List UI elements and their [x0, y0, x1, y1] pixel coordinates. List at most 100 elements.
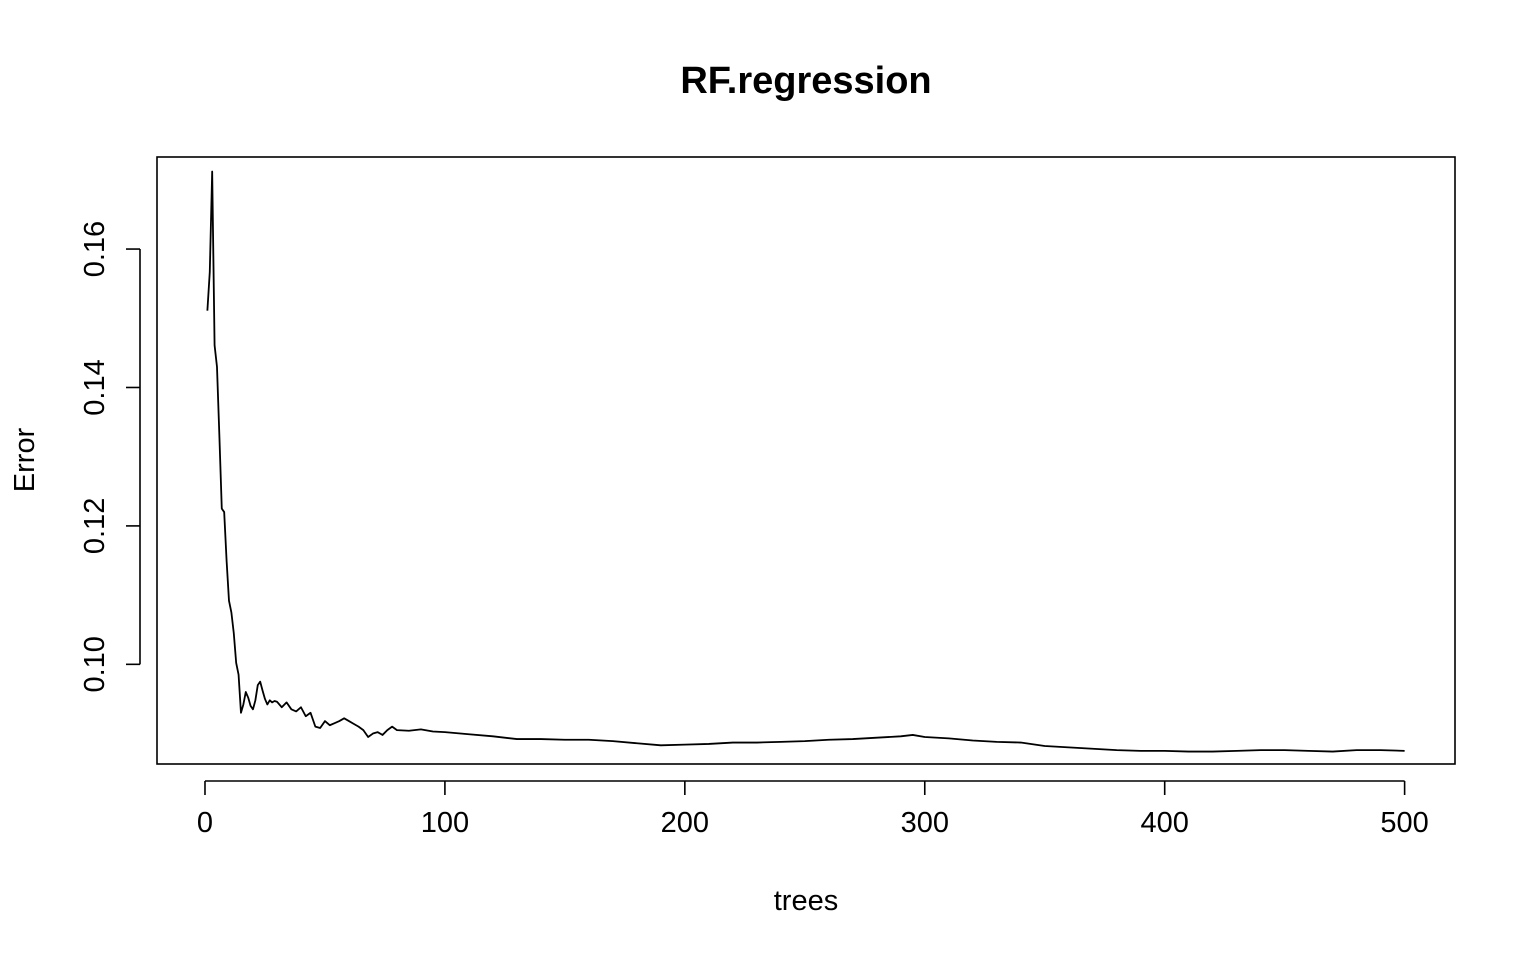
data-point: [1164, 750, 1166, 752]
data-point: [339, 720, 341, 722]
data-point: [564, 739, 566, 741]
data-point: [207, 310, 209, 312]
data-point: [1332, 751, 1334, 753]
x-tick-label: 200: [661, 807, 709, 839]
data-point: [708, 743, 710, 745]
x-axis: 0 100 200 300 400 500: [197, 780, 1429, 839]
data-point: [1116, 749, 1118, 751]
data-point: [269, 700, 271, 702]
data-point: [255, 700, 257, 702]
data-point: [367, 736, 369, 738]
data-point: [315, 726, 317, 728]
plot-frame: [156, 156, 1456, 765]
data-point: [492, 736, 494, 738]
y-tick-label: 0.14: [79, 359, 111, 415]
data-point: [262, 690, 264, 692]
data-point: [243, 704, 245, 706]
x-tick-label: 300: [901, 807, 949, 839]
data-point: [250, 705, 252, 707]
data-point: [214, 344, 216, 346]
data-point: [231, 612, 233, 614]
data-point: [259, 681, 261, 683]
data-point: [319, 727, 321, 729]
data-point: [358, 726, 360, 728]
data-point: [588, 739, 590, 741]
data-point: [391, 726, 393, 728]
data-point: [209, 271, 211, 273]
data-point: [780, 741, 782, 743]
data-point: [876, 737, 878, 739]
y-axis-label: Error: [9, 427, 41, 492]
error-series-line: [206, 170, 1405, 753]
x-tick-label: 0: [197, 807, 213, 839]
data-point: [221, 508, 223, 510]
data-point: [1212, 751, 1214, 753]
data-point: [291, 709, 293, 711]
data-point: [276, 701, 278, 703]
data-point: [804, 740, 806, 742]
data-point: [756, 742, 758, 744]
error-series-points: [207, 171, 1406, 753]
chart-title: RF.regression: [680, 60, 931, 102]
data-point: [329, 724, 331, 726]
data-point: [828, 739, 830, 741]
data-point: [271, 702, 273, 704]
data-point: [211, 171, 213, 173]
data-point: [852, 738, 854, 740]
data-point: [432, 731, 434, 733]
data-point: [235, 662, 237, 664]
data-point: [348, 720, 350, 722]
data-point: [1308, 750, 1310, 752]
data-point: [334, 722, 336, 724]
data-point: [900, 736, 902, 738]
data-point: [1356, 749, 1358, 751]
data-point: [540, 738, 542, 740]
data-point: [247, 697, 249, 699]
data-point: [1284, 749, 1286, 751]
data-point: [343, 718, 345, 720]
data-point: [240, 712, 242, 714]
data-point: [1380, 749, 1382, 751]
data-point: [912, 734, 914, 736]
data-point: [245, 691, 247, 693]
data-point: [310, 712, 312, 714]
data-point: [1236, 750, 1238, 752]
data-point: [1140, 750, 1142, 752]
data-point: [252, 709, 254, 711]
data-point: [353, 723, 355, 725]
data-point: [281, 706, 283, 708]
data-point: [408, 730, 410, 732]
data-point: [233, 632, 235, 634]
x-tick-label: 400: [1140, 807, 1188, 839]
data-point: [1044, 745, 1046, 747]
data-point: [444, 731, 446, 733]
data-point: [660, 745, 662, 747]
x-tick-label: 500: [1380, 807, 1428, 839]
data-point: [363, 729, 365, 731]
data-point: [257, 684, 259, 686]
data-point: [324, 720, 326, 722]
data-point: [1188, 751, 1190, 753]
data-point: [612, 740, 614, 742]
data-point: [1260, 749, 1262, 751]
data-point: [924, 736, 926, 738]
data-point: [295, 711, 297, 713]
data-point: [228, 600, 230, 602]
y-axis: 0.10 0.12 0.14 0.16: [79, 221, 141, 693]
data-point: [267, 704, 269, 706]
data-point: [238, 674, 240, 676]
data-point: [996, 741, 998, 743]
data-point: [396, 729, 398, 731]
data-point: [1404, 750, 1406, 752]
data-point: [972, 740, 974, 742]
data-point: [468, 733, 470, 735]
data-point: [516, 738, 518, 740]
data-point: [223, 511, 225, 513]
y-tick-label: 0.16: [79, 221, 111, 277]
data-point: [1092, 748, 1094, 750]
x-axis-label: trees: [774, 885, 838, 917]
data-point: [216, 366, 218, 368]
data-point: [274, 700, 276, 702]
